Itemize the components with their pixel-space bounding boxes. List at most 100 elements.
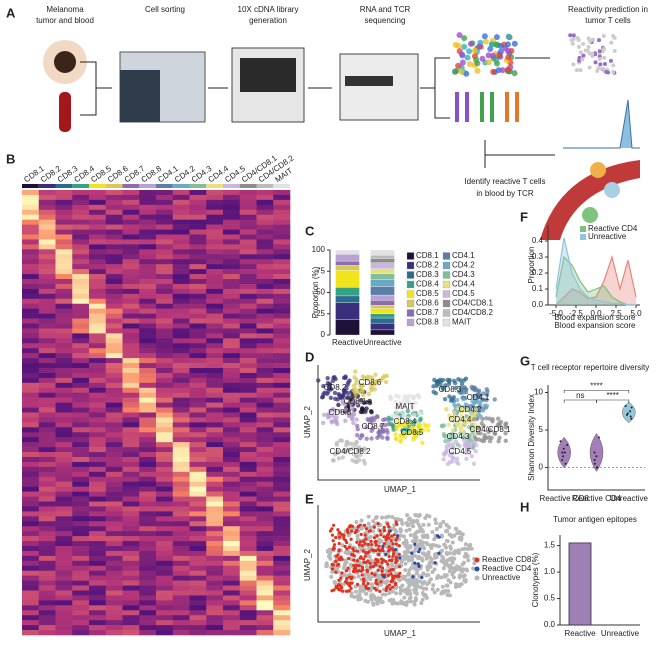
heatmap-cell — [239, 358, 257, 364]
data-point — [629, 410, 632, 413]
umap-dot — [360, 573, 364, 577]
x-tick-label: Reactive — [564, 629, 596, 638]
heatmap-cell — [55, 209, 73, 216]
heatmap-cell — [256, 239, 274, 245]
step-label: Cell sorting — [145, 5, 185, 14]
heatmap-cell — [273, 466, 291, 473]
heatmap-cell — [38, 511, 56, 517]
heatmap-cell — [273, 570, 291, 576]
heatmap-cell — [239, 279, 257, 285]
heatmap-cell — [172, 382, 190, 389]
step-label: tumor T cells — [585, 16, 631, 25]
umap-dot — [464, 446, 470, 451]
umap-dot — [368, 385, 374, 391]
heatmap-cell — [22, 224, 40, 230]
umap-dot — [335, 585, 339, 589]
heatmap-cell — [223, 536, 241, 542]
panel-label: H — [520, 499, 529, 514]
heatmap-cell — [223, 338, 241, 344]
heatmap-cell — [22, 630, 40, 636]
heatmap-cell — [55, 368, 73, 374]
umap-dot — [416, 556, 421, 561]
heatmap-cell — [72, 244, 90, 250]
umap-dot — [381, 574, 386, 578]
umap-dot — [380, 561, 384, 565]
heatmap-cell — [89, 377, 107, 384]
heatmap-cell — [55, 338, 73, 344]
heatmap-cell — [122, 397, 140, 403]
heatmap-cell — [72, 382, 90, 389]
heatmap-cell — [156, 521, 174, 527]
heatmap-cell — [105, 318, 123, 324]
umap-dot — [402, 595, 407, 600]
umap-dot — [420, 534, 425, 539]
heatmap-cell — [172, 560, 190, 567]
heatmap-cell — [122, 229, 140, 235]
heatmap-cell — [156, 244, 174, 250]
umap-dot — [495, 423, 500, 428]
heatmap-cell — [206, 234, 224, 240]
heatmap-cell — [38, 259, 56, 265]
heatmap-cell — [256, 466, 274, 473]
heatmap-cell — [172, 615, 190, 621]
heatmap-cell — [105, 244, 123, 250]
heatmap-cell — [38, 244, 56, 250]
heatmap-cell — [256, 234, 274, 240]
umap-dot — [330, 569, 335, 574]
heatmap-cell — [22, 209, 40, 216]
heatmap-cell — [89, 491, 107, 497]
heatmap-cell — [38, 387, 56, 394]
heatmap-cell — [206, 204, 224, 211]
umap-dot — [437, 535, 441, 539]
umap-dot — [387, 569, 391, 573]
umap-dot — [361, 584, 366, 589]
heatmap-cell — [189, 407, 207, 413]
heatmap-cell — [189, 348, 207, 354]
heatmap-cell — [189, 590, 207, 596]
heatmap-cell — [89, 595, 107, 601]
heatmap-cell — [22, 318, 40, 324]
heatmap-cell — [55, 264, 73, 270]
heatmap-cell — [239, 387, 257, 394]
umap-dot — [393, 574, 397, 578]
heatmap-cell — [239, 214, 257, 220]
heatmap-cell — [156, 476, 174, 483]
heatmap-cell — [206, 466, 224, 473]
umap-dot — [334, 420, 339, 425]
umap-dot — [346, 380, 351, 385]
data-point — [629, 415, 632, 418]
heatmap-cell — [105, 496, 123, 502]
legend-swatch — [580, 234, 586, 240]
heatmap-cell — [105, 531, 123, 537]
umap-dot — [322, 412, 327, 418]
heatmap-cell — [122, 363, 140, 369]
heatmap-cell — [122, 432, 140, 438]
heatmap-cell — [105, 229, 123, 235]
heatmap-cell — [72, 407, 90, 413]
tcr-icon — [455, 92, 459, 122]
heatmap-cell — [38, 190, 56, 196]
heatmap-cell — [223, 368, 241, 374]
umap-dot — [381, 417, 386, 423]
heatmap-cell — [38, 234, 56, 240]
umap-dot — [473, 449, 478, 454]
heatmap-cell — [55, 496, 73, 502]
legend-swatch — [406, 290, 415, 298]
heatmap-cell — [122, 264, 140, 270]
heatmap-cell — [105, 590, 123, 596]
umap-thumb-dot — [481, 33, 488, 40]
heatmap-cell — [55, 279, 73, 285]
umap-dot — [407, 430, 412, 436]
umap-dot — [412, 394, 417, 399]
heatmap-cell — [156, 279, 174, 285]
heatmap-cell — [105, 481, 123, 487]
umap-dot — [461, 416, 466, 421]
umap-dot — [377, 552, 381, 557]
axes — [547, 385, 645, 491]
heatmap-cell — [72, 333, 90, 339]
umap-dot — [405, 587, 410, 592]
bar-segment — [370, 294, 395, 301]
umap-dot — [462, 385, 467, 390]
heatmap-cell — [38, 466, 56, 473]
heatmap-cell — [206, 630, 224, 636]
